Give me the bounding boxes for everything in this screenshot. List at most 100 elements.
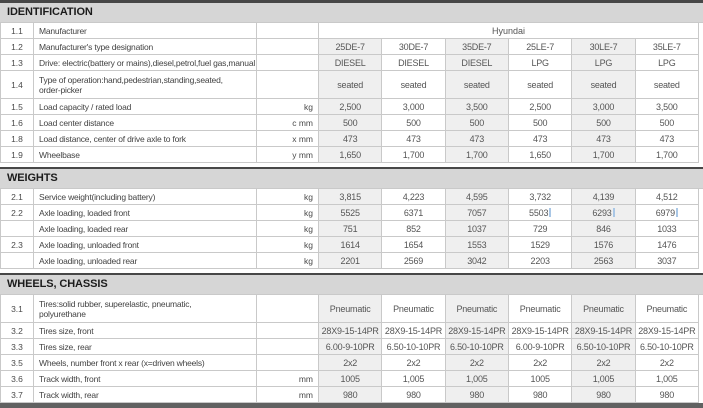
value-cell: 852 xyxy=(382,221,446,236)
value-text: 6371 xyxy=(403,207,424,218)
value-text: 35DE-7 xyxy=(462,41,492,52)
row-unit-cell: kg xyxy=(257,205,319,220)
value-text: 3037 xyxy=(657,255,677,266)
value-cell: 846 xyxy=(572,221,636,236)
value-cell: 30LE-7 xyxy=(572,39,636,54)
row-id-cell: 3.2 xyxy=(0,323,34,338)
row-desc-cell: Track width, rear xyxy=(34,387,257,402)
table-row: 1.2 Manufacturer's type designation 25DE-7… xyxy=(0,39,699,55)
value-text: Pneumatic xyxy=(393,303,434,314)
table-row: 3.6 Track width, front mm 1005 1,005 1,005 100… xyxy=(0,371,699,387)
row-desc-cell: Service weight(including battery) xyxy=(34,189,257,204)
value-cell: 473 xyxy=(509,131,573,146)
row-unit-cell: c mm xyxy=(257,115,319,130)
value-cell: 28X9-15-14PR xyxy=(636,323,699,338)
value-cell: 1614 xyxy=(319,237,383,252)
value-text: 1576 xyxy=(593,239,614,250)
value-cell: 6.50-10-10PR xyxy=(445,339,509,354)
section-rows: 3.1 Tires:solid rubber, superelastic, pne… xyxy=(0,295,699,403)
value-text: 1,650 xyxy=(529,149,551,160)
value-cell: LPG xyxy=(509,55,573,70)
value-cell: 500 xyxy=(382,115,446,130)
value-text: 1654 xyxy=(403,239,424,250)
value-cell: 2201 xyxy=(319,253,383,268)
value-cell: 2203 xyxy=(509,253,573,268)
row-unit-cell: kg xyxy=(257,99,319,114)
value-text: 500 xyxy=(342,117,358,128)
value-cell: Pneumatic xyxy=(382,295,446,322)
value-text: 28X9-15-14PR xyxy=(638,325,696,336)
row-desc-cell: Axle loading, loaded front xyxy=(34,205,257,220)
table-row: 1.5 Load capacity / rated load kg 2,500 3,00… xyxy=(0,99,699,115)
value-cell: LPG xyxy=(572,55,636,70)
section-rows: 1.1 Manufacturer Hyundai 1.2 Manufacturer's … xyxy=(0,23,699,163)
value-text: 473 xyxy=(406,133,421,144)
row-unit-cell: kg xyxy=(257,253,319,268)
value-text: 4,512 xyxy=(656,191,678,202)
row-unit-cell xyxy=(257,39,319,54)
value-cell: 473 xyxy=(636,131,699,146)
value-text: 28X9-15-14PR xyxy=(384,325,443,336)
row-desc-cell: Track width, front xyxy=(34,371,257,386)
value-text: 1,005 xyxy=(466,373,488,384)
row-desc-cell: Tires size, rear xyxy=(34,339,257,354)
row-desc-cell: Type of operation:hand,pedestrian,standi… xyxy=(34,71,257,98)
value-text: 980 xyxy=(469,389,485,400)
value-cell: 3,500 xyxy=(445,99,509,114)
table-section: IDENTIFICATION 1.1 Manufacturer Hyundai 1.2 M… xyxy=(0,0,703,163)
row-desc-cell: Load distance, center of drive axle to f… xyxy=(34,131,257,146)
value-text: 3,500 xyxy=(656,101,678,112)
table-row: 2.3 Axle loading, unloaded front kg 1614 165… xyxy=(0,237,699,253)
row-id-cell: 3.3 xyxy=(0,339,34,354)
value-cell: 1,005 xyxy=(445,371,509,386)
value-cell: 6293 xyxy=(572,205,636,220)
value-cell: 500 xyxy=(509,115,573,130)
value-cell: 2x2 xyxy=(572,355,636,370)
value-cell: 1,650 xyxy=(319,147,383,162)
value-cell: 473 xyxy=(319,131,383,146)
value-text: 3,732 xyxy=(529,191,551,202)
value-text: 1005 xyxy=(340,373,360,384)
value-text: DIESEL xyxy=(334,57,366,68)
row-desc-cell: Tires:solid rubber, superelastic, pneuma… xyxy=(34,295,257,322)
value-text: LPG xyxy=(658,57,676,68)
value-text: 500 xyxy=(596,117,611,128)
value-cell: DIESEL xyxy=(382,55,446,70)
value-text: 473 xyxy=(532,133,548,144)
value-text: 1,005 xyxy=(656,373,678,384)
row-desc-cell: Axle loading, unloaded front xyxy=(34,237,257,252)
row-desc-cell: Tires size, front xyxy=(34,323,257,338)
value-cell: 3,500 xyxy=(636,99,699,114)
value-cell: 980 xyxy=(636,387,699,402)
row-desc-cell: Manufacturer's type designation xyxy=(34,39,257,54)
value-cell: 3,732 xyxy=(509,189,573,204)
value-cell: seated xyxy=(319,71,383,98)
value-text: 980 xyxy=(406,389,421,400)
section-header: WEIGHTS xyxy=(0,167,703,189)
value-text: 1,700 xyxy=(402,149,425,160)
value-text: 30DE-7 xyxy=(398,41,429,52)
row-id-cell: 3.5 xyxy=(0,355,34,370)
value-cell: seated xyxy=(572,71,636,98)
value-text: Pneumatic xyxy=(646,303,688,314)
value-text: 2203 xyxy=(530,255,550,266)
value-text: seated xyxy=(527,79,554,90)
value-text: 28X9-15-14PR xyxy=(511,325,569,336)
value-text: Pneumatic xyxy=(329,303,371,314)
value-cell: 1654 xyxy=(382,237,446,252)
table-row: 1.8 Load distance, center of drive axle t… xyxy=(0,131,699,147)
value-cell: 6.50-10-10PR xyxy=(572,339,636,354)
value-cell: 980 xyxy=(509,387,573,402)
value-cell: 3,815 xyxy=(319,189,383,204)
value-text: 6.50-10-10PR xyxy=(386,341,441,352)
row-id-cell: 3.7 xyxy=(0,387,34,402)
value-text: 846 xyxy=(596,223,611,234)
value-text: seated xyxy=(653,79,680,90)
row-unit-cell: mm xyxy=(257,371,319,386)
row-desc-cell: Wheelbase xyxy=(34,147,257,162)
value-text: 1,650 xyxy=(339,149,361,160)
text-cursor-mark xyxy=(675,208,678,217)
value-text: 28X9-15-14PR xyxy=(574,325,633,336)
value-cell: LPG xyxy=(636,55,699,70)
value-text: 2x2 xyxy=(533,357,548,368)
